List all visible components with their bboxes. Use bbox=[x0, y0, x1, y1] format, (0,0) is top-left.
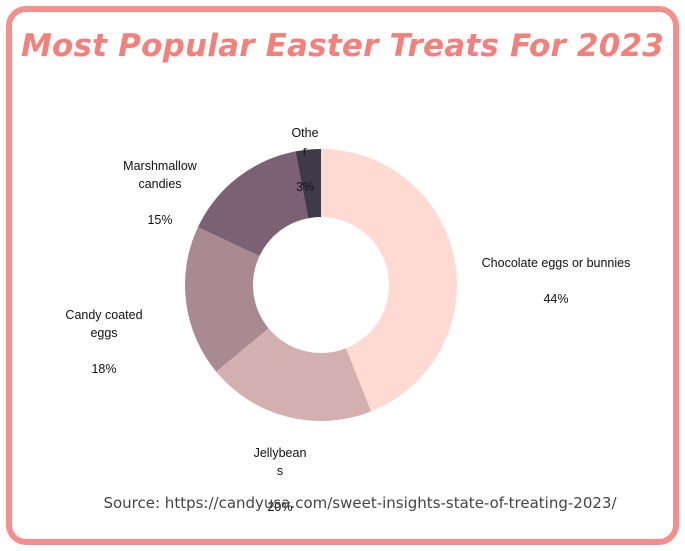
card-frame bbox=[6, 6, 679, 545]
chart-title: Most Popular Easter Treats For 2023 bbox=[20, 28, 665, 64]
label-chocolate-eggs-pct: 44% bbox=[543, 292, 569, 306]
label-jellybeans-pct: 20% bbox=[267, 500, 293, 514]
label-candy-coated-eggs: Candy coated eggs 18% bbox=[54, 288, 154, 378]
label-marshmallow-candies: Marshmallow candies 15% bbox=[110, 139, 210, 229]
slice-other bbox=[295, 149, 321, 219]
label-chocolate-eggs-name: Chocolate eggs or bunnies bbox=[481, 256, 631, 270]
slice-chocolate-eggs bbox=[321, 149, 458, 412]
slice-candy-coated-eggs bbox=[184, 227, 269, 372]
label-marshmallow-candies-pct: 15% bbox=[147, 213, 173, 227]
label-marshmallow-candies-name: Marshmallow candies bbox=[123, 159, 197, 191]
label-jellybeans-name: Jellybean s bbox=[253, 446, 307, 478]
label-chocolate-eggs: Chocolate eggs or bunnies 44% bbox=[475, 236, 637, 308]
label-other-pct: 3% bbox=[295, 180, 315, 194]
label-candy-coated-eggs-name: Candy coated eggs bbox=[65, 308, 143, 340]
label-jellybeans: Jellybean s 20% bbox=[240, 426, 320, 516]
label-candy-coated-eggs-pct: 18% bbox=[91, 362, 117, 376]
label-other: Othe r 3% bbox=[282, 106, 328, 196]
source-note: Source: https://candyusa.com/sweet-insig… bbox=[103, 494, 617, 512]
label-other-name: Othe r bbox=[291, 126, 319, 158]
slice-marshmallow-candies bbox=[197, 151, 309, 257]
slice-jellybeans bbox=[216, 328, 372, 421]
